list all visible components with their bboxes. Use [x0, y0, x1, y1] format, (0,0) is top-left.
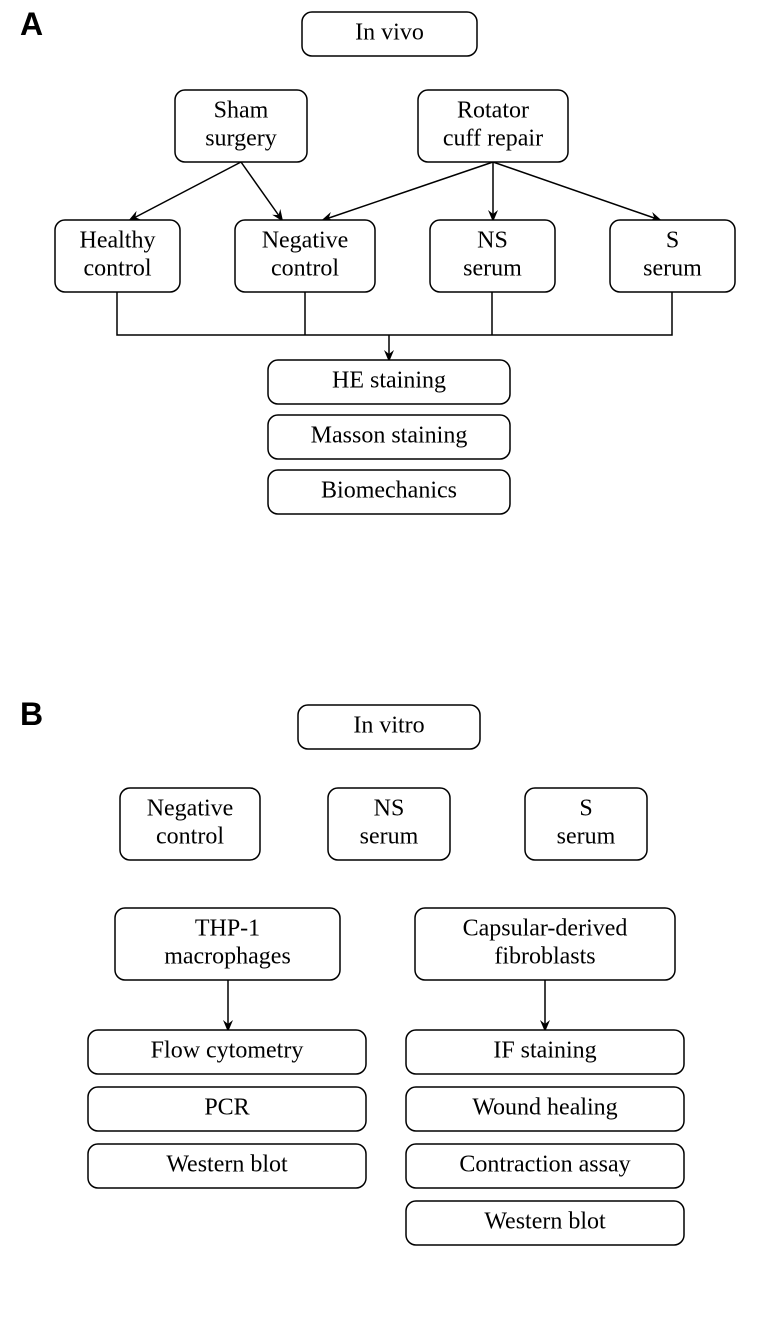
box-b_wb2: Western blot [406, 1201, 684, 1245]
box-label: PCR [204, 1095, 249, 1121]
box-label: serum [557, 823, 616, 849]
box-a_s: Sserum [610, 220, 735, 292]
box-a_bio: Biomechanics [268, 470, 510, 514]
box-a_neg: Negativecontrol [235, 220, 375, 292]
box-label: THP-1 [195, 916, 260, 942]
box-a_masson: Masson staining [268, 415, 510, 459]
box-label: control [271, 255, 339, 281]
box-label: Capsular-derived [463, 916, 628, 942]
box-label: Wound healing [472, 1095, 617, 1121]
box-b_flow: Flow cytometry [88, 1030, 366, 1074]
box-b_thp1: THP-1macrophages [115, 908, 340, 980]
box-a_rcr: Rotatorcuff repair [418, 90, 568, 162]
box-label: NS [374, 796, 405, 822]
box-label: Rotator [457, 98, 529, 124]
box-label: serum [643, 255, 702, 281]
box-b_ca: Contraction assay [406, 1144, 684, 1188]
box-label: cuff repair [443, 125, 543, 151]
box-label: In vivo [355, 20, 424, 46]
box-label: S [666, 228, 679, 254]
box-b_s: Sserum [525, 788, 647, 860]
box-label: Negative [147, 796, 234, 822]
box-label: IF staining [493, 1038, 596, 1064]
box-label: serum [463, 255, 522, 281]
box-label: Masson staining [311, 423, 468, 449]
panel-label-A: A [20, 6, 43, 42]
box-label: S [579, 796, 592, 822]
box-a_he: HE staining [268, 360, 510, 404]
box-b_neg: Negativecontrol [120, 788, 260, 860]
box-label: Healthy [80, 228, 156, 254]
box-label: In vitro [353, 713, 424, 739]
box-label: Biomechanics [321, 478, 457, 504]
box-b_pcr: PCR [88, 1087, 366, 1131]
box-label: serum [360, 823, 419, 849]
box-label: Western blot [166, 1152, 288, 1178]
box-label: control [84, 255, 152, 281]
box-b_wb1: Western blot [88, 1144, 366, 1188]
box-label: Sham [214, 98, 269, 124]
diagram-canvas: In vivo Shamsurgery Rotatorcuff repair Heal… [0, 0, 784, 1339]
box-label: Negative [262, 228, 349, 254]
box-label: HE staining [332, 368, 446, 394]
panel-label-B: B [20, 696, 43, 732]
box-label: NS [477, 228, 508, 254]
box-a_sham: Shamsurgery [175, 90, 307, 162]
box-b_ns: NSserum [328, 788, 450, 860]
box-label: Western blot [484, 1209, 606, 1235]
box-b_wh: Wound healing [406, 1087, 684, 1131]
box-b_if: IF staining [406, 1030, 684, 1074]
box-a_title: In vivo [302, 12, 477, 56]
box-label: Flow cytometry [151, 1038, 304, 1064]
arrow [130, 162, 241, 220]
box-label: Contraction assay [459, 1152, 630, 1178]
box-label: surgery [205, 125, 277, 151]
connector-line [117, 292, 672, 335]
box-label: macrophages [164, 943, 291, 969]
box-label: control [156, 823, 224, 849]
box-a_ns: NSserum [430, 220, 555, 292]
box-a_healthy: Healthycontrol [55, 220, 180, 292]
arrow [493, 162, 660, 220]
arrow [241, 162, 282, 220]
box-b_title: In vitro [298, 705, 480, 749]
arrow [323, 162, 493, 220]
box-label: fibroblasts [494, 943, 595, 969]
box-b_fibro: Capsular-derivedfibroblasts [415, 908, 675, 980]
